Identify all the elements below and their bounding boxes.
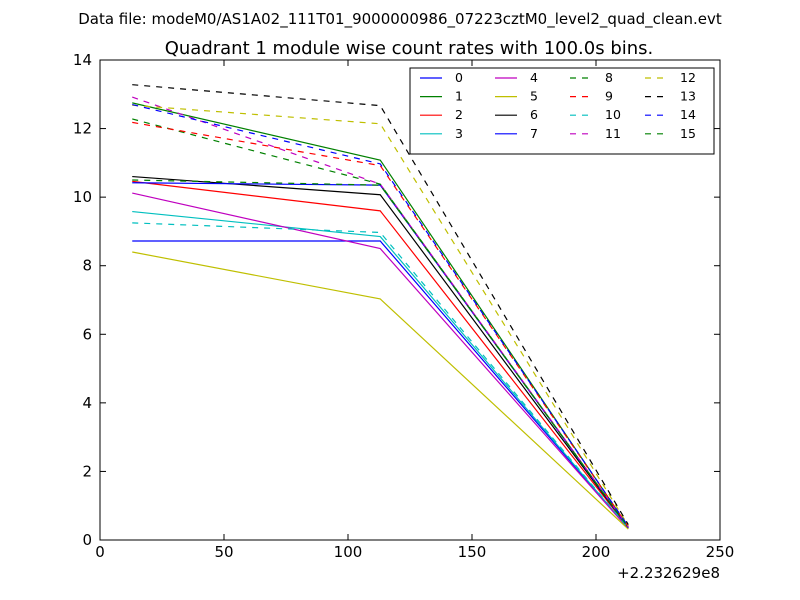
legend-label-10: 10 (605, 107, 621, 122)
x-tick-label: 150 (458, 543, 487, 561)
legend-label-15: 15 (680, 126, 696, 141)
chart-title: Quadrant 1 module wise count rates with … (165, 38, 654, 59)
series-line-14 (132, 103, 629, 527)
series-line-4 (132, 192, 629, 530)
x-offset-label: +2.232629e8 (617, 564, 720, 582)
x-tick-label: 100 (334, 543, 363, 561)
series-line-9 (132, 121, 629, 527)
axis-ticks (99, 59, 721, 541)
legend-label-1: 1 (455, 89, 463, 104)
series-line-0 (132, 240, 629, 530)
x-tick-label: 0 (95, 543, 105, 561)
legend-label-0: 0 (455, 70, 463, 85)
legend-frame (409, 67, 715, 155)
legend-label-14: 14 (680, 107, 696, 122)
legend-label-8: 8 (605, 70, 613, 85)
plot-lines (132, 84, 629, 530)
y-tick-label: 4 (82, 394, 92, 412)
x-tick-labels: 0 50 100 150 200 250 (95, 543, 734, 561)
y-tick-label: 8 (82, 257, 92, 275)
y-tick-label: 10 (73, 188, 92, 206)
legend-label-11: 11 (605, 126, 621, 141)
legend-label-4: 4 (530, 70, 538, 85)
y-tick-label: 0 (82, 531, 92, 549)
legend-label-5: 5 (530, 89, 538, 104)
series-line-2 (132, 180, 629, 529)
series-line-1 (132, 102, 629, 528)
series-line-6 (132, 175, 629, 529)
y-tick-label: 12 (73, 120, 92, 138)
y-tick-label: 2 (82, 462, 92, 480)
x-tick-label: 50 (214, 543, 233, 561)
y-tick-label: 14 (73, 51, 92, 69)
x-tick-label: 200 (582, 543, 611, 561)
legend-label-6: 6 (530, 107, 538, 122)
series-line-3 (132, 210, 629, 529)
series-line-8 (132, 118, 629, 528)
legend-label-7: 7 (530, 126, 538, 141)
legend-label-3: 3 (455, 126, 463, 141)
legend-label-9: 9 (605, 89, 613, 104)
series-line-5 (132, 251, 629, 530)
series-line-10 (132, 222, 629, 529)
series-line-15 (132, 179, 629, 529)
plot-area-frame (99, 59, 721, 541)
legend-label-2: 2 (455, 107, 463, 122)
y-tick-labels: 0 2 4 6 8 10 12 14 (73, 51, 92, 549)
y-tick-label: 6 (82, 325, 92, 343)
legend-label-12: 12 (680, 70, 696, 85)
legend-label-13: 13 (680, 89, 696, 104)
suptitle: Data file: modeM0/AS1A02_111T01_90000009… (78, 10, 722, 29)
x-tick-label: 250 (706, 543, 735, 561)
